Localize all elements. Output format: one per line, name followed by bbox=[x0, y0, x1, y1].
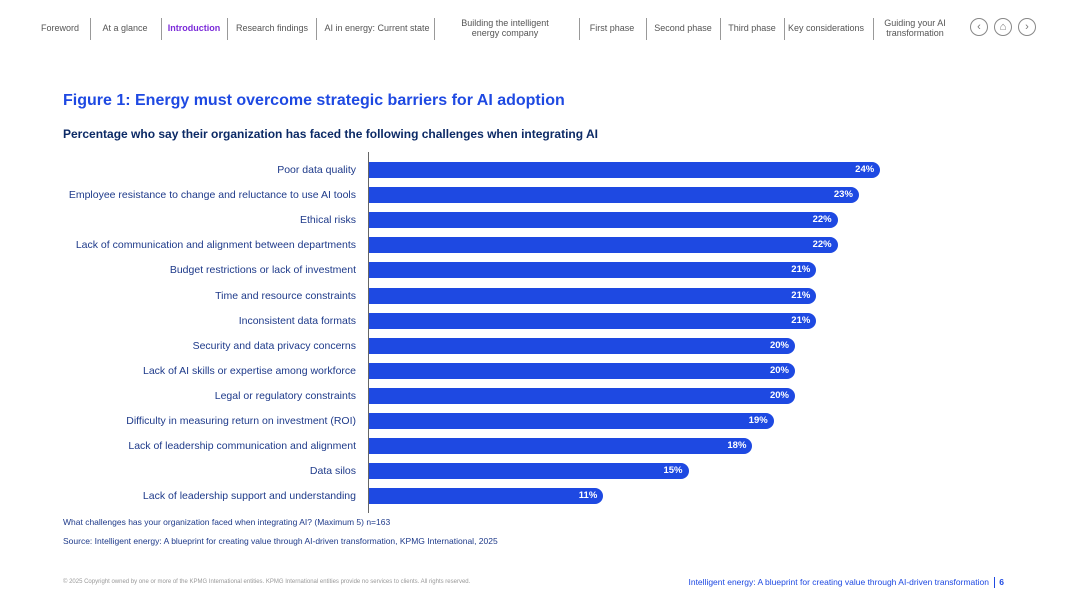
chevron-right-icon: › bbox=[1025, 20, 1029, 33]
nav-divider bbox=[720, 18, 721, 40]
nav-divider bbox=[784, 18, 785, 40]
bar bbox=[369, 288, 817, 304]
category-label: Lack of leadership communication and ali… bbox=[128, 440, 356, 452]
category-label: Poor data quality bbox=[277, 164, 356, 176]
page-number: 6 bbox=[999, 577, 1004, 587]
nav-item-7[interactable]: First phase bbox=[589, 23, 635, 33]
nav-item-11[interactable]: Guiding your AI transformation bbox=[884, 18, 946, 38]
nav-divider bbox=[873, 18, 874, 40]
bar-value-label: 22% bbox=[812, 239, 832, 250]
bar-value-label: 21% bbox=[791, 290, 811, 301]
bar-value-label: 20% bbox=[769, 365, 789, 376]
nav-divider bbox=[227, 18, 228, 40]
back-button[interactable]: ‹ bbox=[970, 18, 988, 36]
category-label: Data silos bbox=[309, 465, 356, 477]
bar bbox=[369, 463, 689, 479]
nav-item-5[interactable]: AI in energy: Current state bbox=[324, 23, 430, 33]
figure-subtitle: Percentage who say their organization ha… bbox=[63, 127, 598, 141]
category-label: Security and data privacy concerns bbox=[192, 340, 356, 352]
bar bbox=[369, 388, 795, 404]
nav-divider bbox=[646, 18, 647, 40]
copyright-text: © 2025 Copyright owned by one or more of… bbox=[63, 579, 471, 585]
nav-divider bbox=[161, 18, 162, 40]
bar-value-label: 21% bbox=[791, 315, 811, 326]
bar bbox=[369, 438, 753, 454]
bar-value-label: 18% bbox=[727, 440, 747, 451]
bar bbox=[369, 162, 881, 178]
bar bbox=[369, 262, 817, 278]
bar-value-label: 11% bbox=[578, 490, 598, 501]
bar-value-label: 23% bbox=[833, 189, 853, 200]
bar-value-label: 21% bbox=[791, 264, 811, 275]
category-label: Legal or regulatory constraints bbox=[214, 390, 356, 402]
bar bbox=[369, 363, 795, 379]
nav-divider bbox=[316, 18, 317, 40]
source-note: Source: Intelligent energy: A blueprint … bbox=[63, 536, 498, 546]
top-navigation: Foreword At a glance Introduction Research … bbox=[30, 14, 1067, 42]
category-label: Ethical risks bbox=[299, 214, 356, 226]
category-label: Difficulty in measuring return on invest… bbox=[126, 415, 356, 427]
bar-value-label: 24% bbox=[855, 164, 875, 175]
footer-report-title: Intelligent energy: A blueprint for crea… bbox=[688, 577, 989, 587]
nav-divider bbox=[434, 18, 435, 40]
nav-divider bbox=[90, 18, 91, 40]
nav-item-8[interactable]: Second phase bbox=[654, 23, 712, 33]
category-label: Budget restrictions or lack of investmen… bbox=[169, 264, 356, 276]
bar-value-label: 20% bbox=[769, 390, 789, 401]
bar-value-label: 19% bbox=[748, 415, 768, 426]
nav-divider bbox=[579, 18, 580, 40]
bar bbox=[369, 187, 859, 203]
home-icon: ⌂ bbox=[999, 20, 1007, 33]
bar bbox=[369, 313, 817, 329]
nav-item-3[interactable]: Introduction bbox=[167, 23, 221, 33]
bar-value-label: 15% bbox=[663, 465, 683, 476]
nav-item-10[interactable]: Key considerations bbox=[787, 23, 865, 33]
category-label: Lack of communication and alignment betw… bbox=[75, 239, 356, 251]
bar-value-label: 22% bbox=[812, 214, 832, 225]
category-label: Time and resource constraints bbox=[215, 290, 356, 302]
y-axis-line bbox=[368, 152, 369, 513]
forward-button[interactable]: › bbox=[1018, 18, 1036, 36]
category-label: Inconsistent data formats bbox=[238, 315, 356, 327]
category-label: Lack of AI skills or expertise among wor… bbox=[142, 365, 356, 377]
bar bbox=[369, 237, 838, 253]
bar-value-label: 20% bbox=[769, 340, 789, 351]
nav-item-1[interactable]: Foreword bbox=[40, 23, 79, 33]
bar bbox=[369, 488, 604, 504]
bar bbox=[369, 338, 795, 354]
bar bbox=[369, 212, 838, 228]
bar bbox=[369, 413, 774, 429]
home-button[interactable]: ⌂ bbox=[994, 18, 1012, 36]
survey-question-note: What challenges has your organization fa… bbox=[63, 517, 391, 527]
nav-item-9[interactable]: Third phase bbox=[728, 23, 776, 33]
category-label: Lack of leadership support and understan… bbox=[142, 490, 356, 502]
chevron-left-icon: ‹ bbox=[977, 20, 981, 33]
category-label: Employee resistance to change and reluct… bbox=[68, 189, 356, 201]
nav-item-6[interactable]: Building the intelligent energy company bbox=[461, 18, 549, 38]
nav-item-2[interactable]: At a glance bbox=[102, 23, 148, 33]
footer-divider bbox=[994, 577, 995, 588]
figure-title: Figure 1: Energy must overcome strategic… bbox=[63, 92, 565, 109]
nav-item-4[interactable]: Research findings bbox=[235, 23, 309, 33]
